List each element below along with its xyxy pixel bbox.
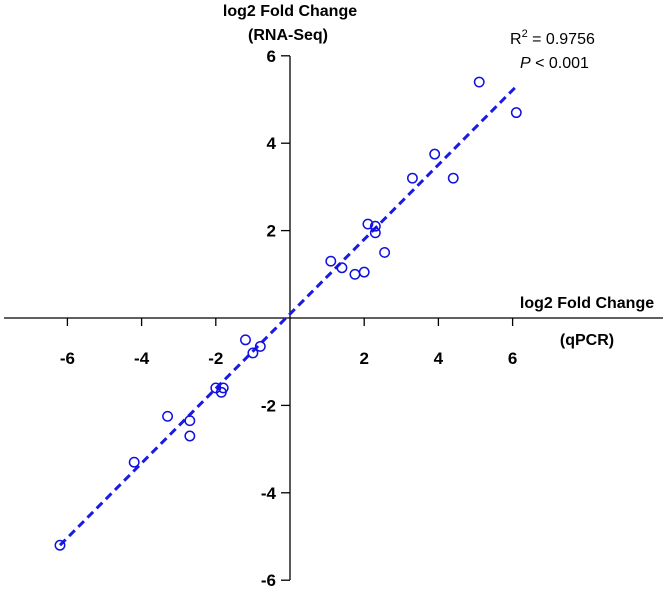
data-point [325,255,337,267]
r-squared-value: = 0.9756 [528,31,595,48]
x-tick-label: 2 [359,349,368,368]
r-squared-label: R2 = 0.9756 [510,28,595,48]
y-tick-label: -4 [261,484,277,503]
data-point [510,107,522,119]
ticks: -6 -4 -2 2 4 6 -6 -4 -2 2 4 6 [60,47,517,589]
p-value-label: P < 0.001 [520,55,589,72]
axes [4,56,663,580]
data-point [247,347,259,359]
x-tick-label: -2 [208,349,223,368]
x-axis-title-line2: (qPCR) [560,332,614,349]
y-axis-title-line2: (RNA-Seq) [248,27,328,44]
y-tick-label: 2 [267,222,276,241]
y-axis-title-line1: log2 Fold Change [223,3,357,20]
data-point [217,382,229,394]
data-point [128,456,140,468]
data-point [184,430,196,442]
x-tick-label: 4 [434,349,444,368]
data-point [369,227,381,239]
data-point [162,410,174,422]
x-tick-label: -6 [60,349,75,368]
x-axis-title-line1: log2 Fold Change [520,295,654,312]
data-point [447,172,459,184]
p-value-prefix: P [520,55,531,72]
x-tick-label: 6 [508,349,517,368]
data-point [254,340,266,352]
y-tick-label: -2 [261,396,276,415]
regression-line [58,85,518,547]
data-point [54,539,66,551]
y-tick-label: 6 [267,47,276,66]
p-value-value: < 0.001 [531,55,589,72]
y-tick-label: -6 [261,571,276,589]
data-point [362,218,374,230]
y-tick-label: 4 [267,134,277,153]
data-point [184,415,196,427]
data-point [369,220,381,232]
data-point [406,172,418,184]
data-point [358,266,370,278]
data-point [379,247,391,258]
data-points [54,76,522,551]
data-point [240,334,251,346]
x-tick-label: -4 [134,349,150,368]
data-point [473,76,485,88]
r-squared-superscript: 2 [522,28,528,40]
r-squared-prefix: R [510,31,522,48]
data-point [349,268,361,280]
data-point [429,148,441,160]
data-point [336,262,348,274]
